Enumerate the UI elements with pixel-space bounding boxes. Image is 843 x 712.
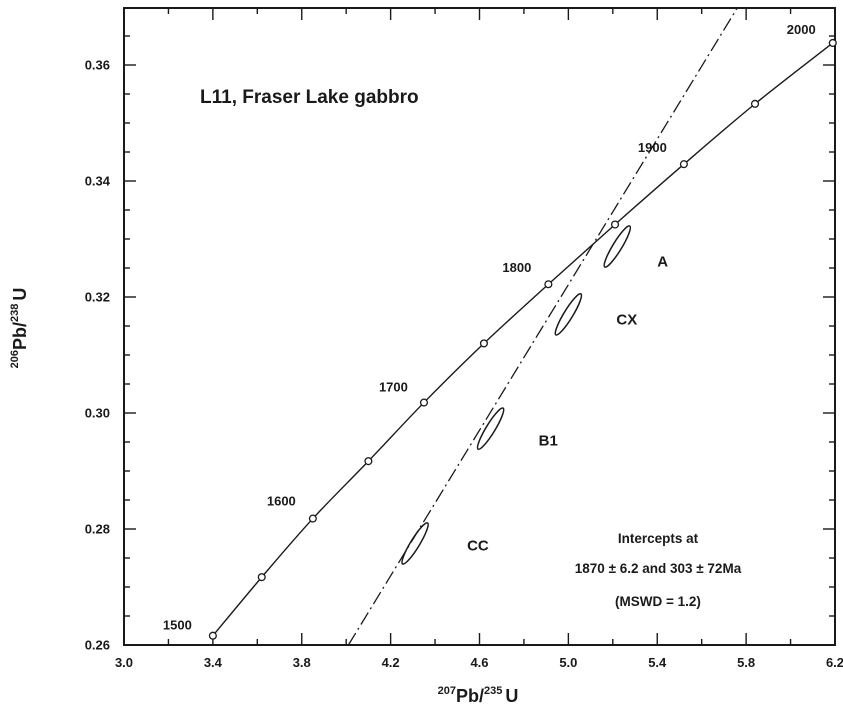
age-labels: 1500 1600 1700 1800 1900 2000 bbox=[163, 22, 816, 633]
x-tick-label: 3.4 bbox=[204, 655, 223, 670]
concordia-age-label: 1600 bbox=[267, 494, 296, 509]
x-tick-label: 5.0 bbox=[559, 655, 577, 670]
x-tick-label: 6.2 bbox=[826, 655, 843, 670]
intercept-annotation-line-1: Intercepts at bbox=[618, 531, 699, 546]
analysis-label: B1 bbox=[539, 433, 558, 450]
y-axis-title-sup-2: 238 bbox=[9, 304, 21, 322]
x-tick-label: 5.8 bbox=[737, 655, 755, 670]
x-tick-label: 4.6 bbox=[470, 655, 488, 670]
x-axis-title: 207Pb/235 U bbox=[438, 685, 519, 706]
y-axis-title-sup-1: 206 bbox=[9, 350, 21, 368]
intercept-annotation-line-2: 1870 ± 6.2 and 303 ± 72Ma bbox=[575, 561, 742, 576]
chart-title: L11, Fraser Lake gabbro bbox=[200, 87, 419, 108]
y-axis-title-post: U bbox=[10, 288, 30, 301]
x-axis-title-post: U bbox=[505, 686, 518, 706]
analysis-label: CX bbox=[616, 311, 637, 328]
y-axis-title-main: Pb/ bbox=[10, 322, 30, 350]
analysis-label: CC bbox=[467, 538, 489, 555]
x-tick-label: 4.2 bbox=[382, 655, 400, 670]
concordia-layer bbox=[208, 38, 837, 640]
y-tick-label: 0.28 bbox=[85, 522, 110, 537]
y-axis-title: 206Pb/238 U bbox=[9, 288, 30, 369]
analysis-label: A bbox=[657, 254, 668, 271]
concordia-age-label: 1900 bbox=[638, 140, 667, 155]
concordia-age-marker bbox=[610, 220, 620, 229]
y-tick-label: 0.26 bbox=[85, 638, 110, 653]
intercept-annotation-line-3: (MSWD = 1.2) bbox=[615, 594, 701, 609]
error-ellipses bbox=[401, 225, 632, 565]
error-ellipse bbox=[554, 293, 583, 336]
concordia-age-marker bbox=[257, 573, 266, 582]
concordia-age-marker bbox=[419, 398, 429, 407]
concordia-age-label: 1800 bbox=[502, 260, 531, 275]
concordia-age-marker bbox=[208, 631, 217, 640]
axis-ticks bbox=[123, 8, 836, 646]
y-tick-label: 0.30 bbox=[85, 406, 110, 421]
x-tick-label: 3.8 bbox=[293, 655, 311, 670]
x-tick-label: 3.0 bbox=[115, 655, 133, 670]
concordia-age-marker bbox=[750, 99, 760, 108]
concordia-age-label: 1500 bbox=[163, 618, 192, 633]
x-axis-title-main: Pb/ bbox=[456, 686, 484, 706]
error-ellipse bbox=[603, 225, 632, 268]
concordia-age-label: 1700 bbox=[379, 380, 408, 395]
y-tick-label: 0.36 bbox=[85, 58, 110, 73]
y-tick-label: 0.32 bbox=[85, 290, 110, 305]
x-axis-title-sup-1: 207 bbox=[438, 685, 456, 697]
error-ellipse bbox=[401, 522, 429, 565]
concordia-age-marker bbox=[544, 280, 553, 289]
x-tick-label: 5.4 bbox=[648, 655, 667, 670]
concordia-age-marker bbox=[679, 160, 688, 169]
error-ellipse bbox=[476, 407, 505, 451]
y-tick-label: 0.34 bbox=[85, 174, 111, 189]
concordia-age-label: 2000 bbox=[787, 22, 816, 37]
x-axis-title-sup-2: 235 bbox=[484, 685, 502, 697]
concordia-age-marker bbox=[364, 457, 373, 466]
concordia-age-marker bbox=[308, 514, 317, 523]
tick-labels: 3.0 3.4 3.8 4.2 4.6 5.0 5.4 5.8 6.2 0.26 0.28 0.30 0… bbox=[85, 58, 843, 671]
sample-labels: A CX B1 CC bbox=[467, 254, 668, 555]
concordia-age-marker bbox=[828, 38, 837, 48]
concordia-curve bbox=[212, 42, 834, 637]
concordia-age-marker bbox=[479, 339, 488, 348]
